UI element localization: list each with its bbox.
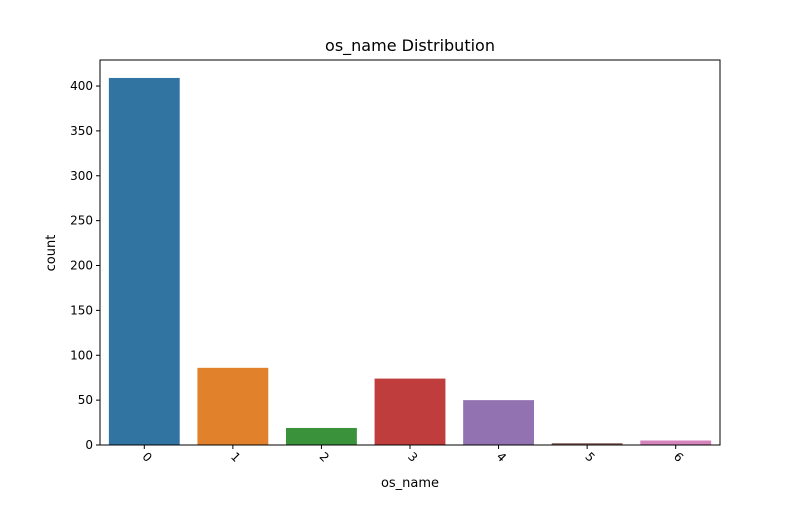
bar-3 xyxy=(374,378,446,445)
x-tick-label: 1 xyxy=(228,450,243,465)
x-tick-label: 5 xyxy=(582,450,597,465)
bar-0 xyxy=(108,77,180,445)
y-tick-label: 150 xyxy=(70,303,93,317)
x-tick-label: 2 xyxy=(317,450,332,465)
y-tick-label: 250 xyxy=(70,214,93,228)
y-tick-label: 400 xyxy=(70,79,93,93)
y-tick-label: 300 xyxy=(70,169,93,183)
x-tick-label: 4 xyxy=(494,450,509,465)
chart-title: os_name Distribution xyxy=(325,36,495,56)
y-tick-label: 200 xyxy=(70,259,93,273)
x-axis-label: os_name xyxy=(381,476,439,491)
bar-6 xyxy=(640,440,712,445)
y-axis-ticks: 0 50 100 150 200 250 300 350 400 xyxy=(70,79,100,452)
bar-1 xyxy=(197,367,269,445)
y-tick-label: 0 xyxy=(85,438,93,452)
bar-2 xyxy=(286,427,357,445)
y-tick-label: 50 xyxy=(78,393,93,407)
y-tick-label: 100 xyxy=(70,348,93,362)
x-tick-label: 6 xyxy=(671,450,686,465)
bar-4 xyxy=(463,400,534,445)
x-axis-ticks: 0 1 2 3 4 5 6 xyxy=(139,445,686,465)
bar-5 xyxy=(551,443,623,445)
plot-frame xyxy=(99,59,721,446)
y-tick-label: 350 xyxy=(70,124,93,138)
y-axis-label: count xyxy=(44,235,59,272)
x-tick-label: 3 xyxy=(405,450,420,465)
x-tick-label: 0 xyxy=(139,450,154,465)
bars-layer xyxy=(108,77,712,445)
